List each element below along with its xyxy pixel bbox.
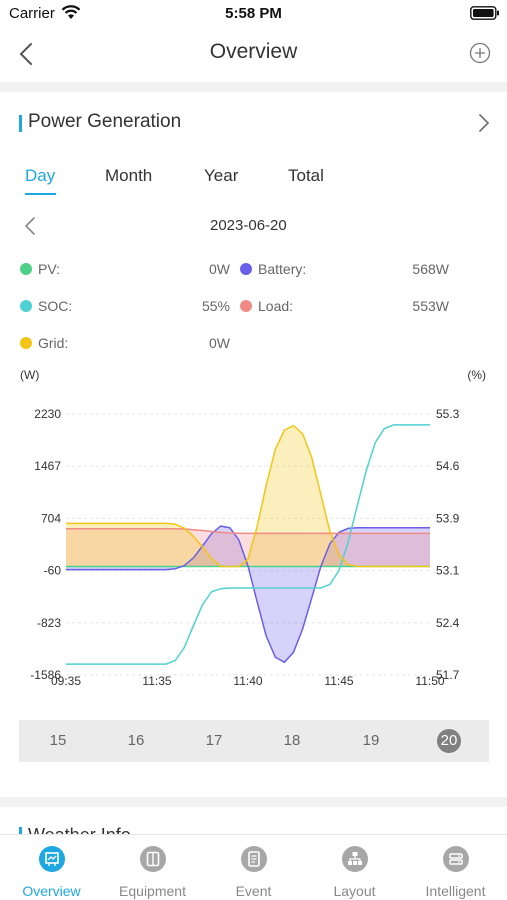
right-unit-label: (%) bbox=[467, 368, 486, 382]
y-right-tick: 51.7 bbox=[436, 668, 460, 682]
overview-icon bbox=[39, 846, 65, 872]
y-right-tick: 53.1 bbox=[436, 564, 460, 578]
event-icon bbox=[241, 846, 267, 872]
y-left-tick: -1586 bbox=[30, 668, 61, 682]
previous-date-icon[interactable] bbox=[23, 216, 37, 236]
day-item[interactable]: 18 bbox=[283, 732, 301, 749]
equipment-icon bbox=[140, 846, 166, 872]
day-item-selected[interactable]: 20 bbox=[429, 720, 469, 762]
power-generation-card: Power Generation Day Month Year Total 20… bbox=[0, 92, 507, 797]
grid-line bbox=[66, 424, 430, 568]
day-item[interactable]: 19 bbox=[362, 732, 380, 749]
day-selector: 15 16 17 18 19 20 bbox=[19, 720, 489, 762]
y-left-tick: 2230 bbox=[34, 407, 61, 421]
day-item[interactable]: 15 bbox=[49, 732, 67, 749]
tab-day[interactable]: Day bbox=[25, 166, 56, 185]
wifi-icon bbox=[61, 5, 81, 19]
soc-legend-dot bbox=[20, 300, 32, 312]
tab-total[interactable]: Total bbox=[288, 166, 324, 185]
intelligent-icon bbox=[443, 846, 469, 872]
clock: 5:58 PM bbox=[225, 5, 282, 22]
navigation-bar: Overview bbox=[0, 28, 507, 82]
day-item[interactable]: 17 bbox=[205, 732, 223, 749]
battery-area bbox=[66, 526, 430, 663]
add-circle-icon[interactable] bbox=[469, 42, 491, 64]
load-legend-dot bbox=[240, 300, 252, 312]
tab-event[interactable]: Event bbox=[203, 835, 304, 900]
back-arrow-icon[interactable] bbox=[14, 40, 38, 68]
battery-legend-dot bbox=[240, 263, 252, 275]
load-line bbox=[66, 527, 430, 535]
tab-label: Intelligent bbox=[425, 883, 486, 899]
y-left-tick: 704 bbox=[41, 511, 61, 525]
y-right-tick: 54.6 bbox=[436, 459, 460, 473]
section-title: Power Generation bbox=[28, 111, 182, 132]
tab-layout[interactable]: Layout bbox=[304, 835, 405, 900]
load-label: Load: bbox=[258, 298, 294, 314]
tab-intelligent[interactable]: Intelligent bbox=[405, 835, 506, 900]
pv-legend-dot bbox=[20, 263, 32, 275]
layout-icon bbox=[342, 846, 368, 872]
section-marker bbox=[19, 115, 22, 132]
y-right-tick: 53.9 bbox=[436, 511, 460, 525]
tab-equipment[interactable]: Equipment bbox=[102, 835, 203, 900]
left-unit-label: (W) bbox=[20, 368, 39, 382]
active-tab-indicator bbox=[25, 193, 56, 195]
grid-value: 0W bbox=[209, 335, 230, 351]
y-right-tick: 52.4 bbox=[436, 616, 460, 630]
x-tick: 11:50 bbox=[415, 674, 444, 688]
power-chart[interactable]: (W) (%) 2230 55.3 1467 54.6 704 53.9 -60 53.1 -823… bbox=[0, 360, 507, 695]
pv-label: PV: bbox=[38, 261, 61, 277]
x-tick: 09:35 bbox=[51, 674, 81, 688]
battery-value: 568W bbox=[412, 261, 449, 277]
page-title: Overview bbox=[209, 40, 298, 63]
day-item[interactable]: 16 bbox=[127, 732, 145, 749]
soc-label: SOC: bbox=[38, 298, 73, 314]
y-left-tick: 1467 bbox=[34, 459, 61, 473]
x-tick: 11:35 bbox=[142, 674, 171, 688]
tab-month[interactable]: Month bbox=[105, 166, 153, 185]
y-left-tick: -60 bbox=[44, 564, 62, 578]
battery-icon bbox=[470, 6, 499, 20]
y-left-tick: -823 bbox=[37, 616, 61, 630]
tab-year[interactable]: Year bbox=[204, 166, 239, 185]
tab-label: Overview bbox=[22, 883, 81, 899]
tab-label: Equipment bbox=[119, 883, 186, 899]
tab-overview[interactable]: Overview bbox=[1, 835, 102, 900]
x-tick: 11:45 bbox=[324, 674, 353, 688]
grid-legend-dot bbox=[20, 337, 32, 349]
chevron-right-icon[interactable] bbox=[477, 113, 491, 133]
load-area bbox=[66, 528, 430, 567]
carrier-label: Carrier bbox=[9, 5, 55, 22]
soc-line bbox=[66, 424, 430, 665]
tab-label: Event bbox=[235, 883, 272, 899]
soc-value: 55% bbox=[201, 298, 230, 314]
y-right-tick: 55.3 bbox=[436, 407, 460, 421]
grid-area bbox=[66, 425, 430, 567]
bottom-tab-bar: Overview Equipment Event Layout Intellig… bbox=[0, 834, 507, 900]
battery-line bbox=[66, 525, 430, 664]
selected-date: 2023-06-20 bbox=[210, 217, 287, 234]
status-bar: Carrier 5:58 PM bbox=[0, 0, 507, 28]
grid-label: Grid: bbox=[38, 335, 69, 351]
battery-label: Battery: bbox=[258, 261, 307, 277]
load-value: 553W bbox=[412, 298, 449, 314]
tab-label: Layout bbox=[333, 883, 376, 899]
pv-value: 0W bbox=[209, 261, 230, 277]
x-tick: 11:40 bbox=[233, 674, 262, 688]
